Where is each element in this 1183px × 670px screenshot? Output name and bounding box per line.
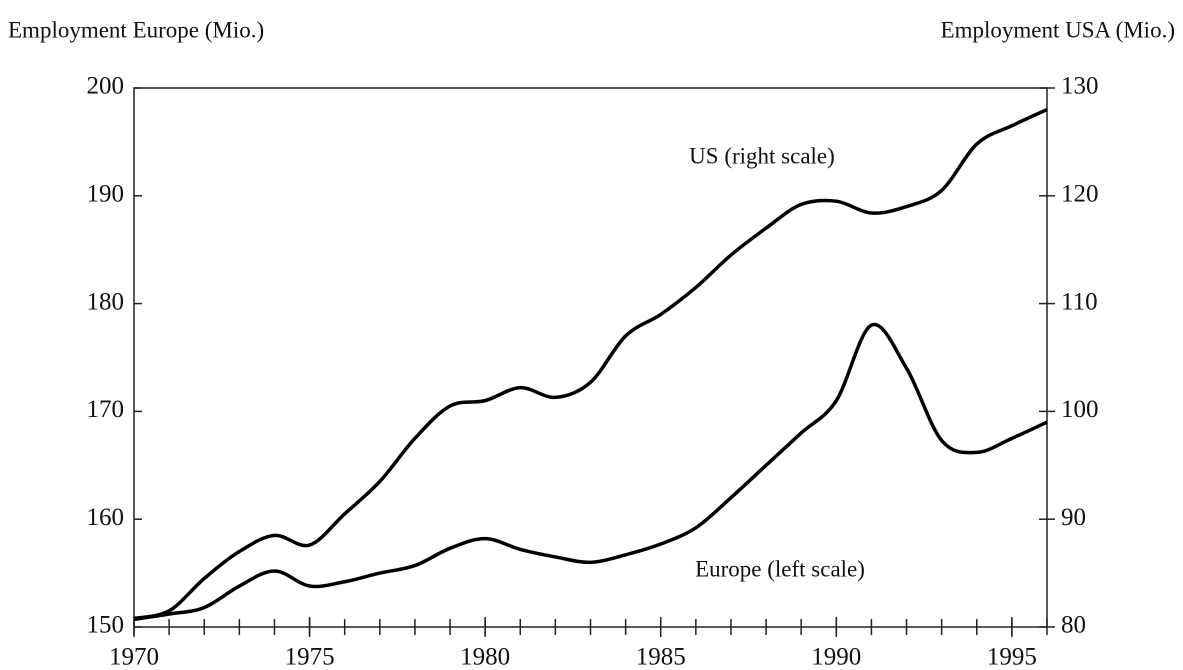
y2-tick-label: 110 — [1061, 288, 1098, 315]
x-tick-label: 1990 — [811, 644, 861, 670]
y-axis-title: Employment Europe (Mio.) — [8, 17, 264, 42]
y2-tick-label: 120 — [1061, 181, 1099, 208]
y-tick-label: 150 — [87, 612, 125, 639]
line — [133, 322, 1048, 622]
plot-frame — [133, 87, 1048, 628]
y-tick-label: 170 — [87, 396, 125, 423]
y2-tick-label: 80 — [1061, 612, 1086, 639]
annotation: US (right scale) — [689, 143, 835, 168]
x-tick-label: 1995 — [987, 644, 1037, 670]
x-tick-label: 1980 — [460, 644, 510, 670]
x-tick-label: 1975 — [285, 644, 335, 670]
y-tick-label: 160 — [87, 504, 125, 531]
y-tick-label: 180 — [87, 288, 125, 315]
annotation: Europe (left scale) — [695, 556, 865, 581]
y-tick-label: 200 — [87, 73, 125, 100]
line — [133, 107, 1048, 621]
y2-tick-label: 130 — [1061, 73, 1099, 100]
y-tick-label: 190 — [87, 181, 125, 208]
x-tick-label: 1970 — [109, 644, 159, 670]
y2-tick-label: 100 — [1061, 396, 1099, 423]
y2-axis-title: Employment USA (Mio.) — [941, 17, 1175, 42]
x-tick-label: 1985 — [636, 644, 686, 670]
y2-tick-label: 90 — [1061, 504, 1086, 531]
